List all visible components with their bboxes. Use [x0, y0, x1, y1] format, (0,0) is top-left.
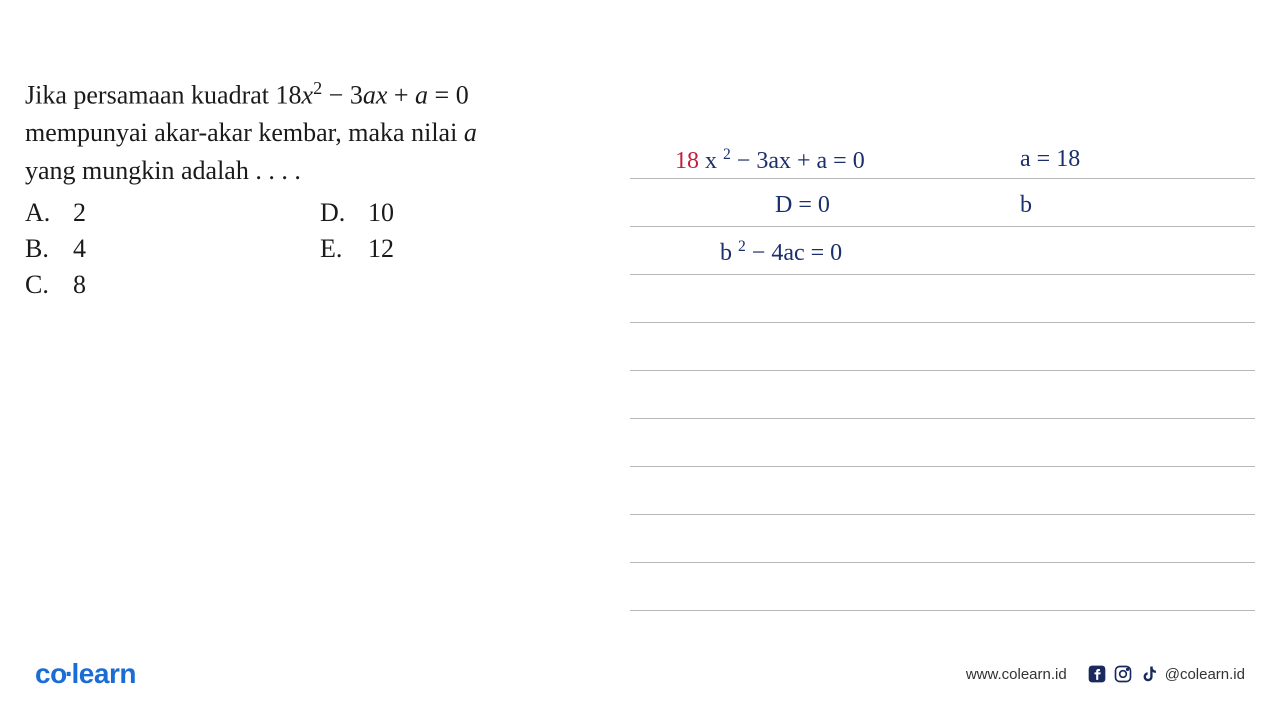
- option-c-value: 8: [73, 270, 86, 300]
- hw-a-equals-18: a = 18: [1020, 146, 1080, 173]
- option-a: A. 2: [25, 198, 310, 228]
- q-line1-mid: − 3: [322, 81, 363, 110]
- lined-paper: [630, 130, 1255, 610]
- hw-x: x: [699, 148, 723, 174]
- option-b: B. 4: [25, 234, 310, 264]
- logo-part1: co: [35, 658, 67, 689]
- q-exp-2: 2: [313, 78, 322, 98]
- option-a-value: 2: [73, 198, 86, 228]
- footer: co·learn www.colearn.id @colearn.id: [0, 658, 1280, 690]
- facebook-icon: [1087, 664, 1107, 684]
- option-b-value: 4: [73, 234, 86, 264]
- q-var-a: a: [415, 81, 428, 110]
- instagram-icon: [1113, 664, 1133, 684]
- footer-right: www.colearn.id @colearn.id: [966, 664, 1245, 684]
- q-var-ax: ax: [363, 81, 388, 110]
- q-line2-var: a: [464, 118, 477, 147]
- option-e-value: 12: [368, 234, 394, 264]
- hw-b: b: [720, 240, 738, 266]
- option-d-value: 10: [368, 198, 394, 228]
- logo-part2: learn: [72, 658, 136, 689]
- option-d-letter: D.: [320, 198, 350, 228]
- options-grid: A. 2 D. 10 B. 4 E. 12 C. 8: [25, 198, 605, 300]
- q-var-x: x: [302, 81, 314, 110]
- q-line1-prefix: Jika persamaan kuadrat 18: [25, 81, 302, 110]
- social-handle: @colearn.id: [1165, 666, 1245, 683]
- option-e: E. 12: [320, 234, 605, 264]
- hw-exp-2: 2: [723, 146, 731, 163]
- q-line2-prefix: mempunyai akar-akar kembar, maka nilai: [25, 118, 464, 147]
- option-a-letter: A.: [25, 198, 55, 228]
- colearn-logo: co·learn: [35, 658, 136, 690]
- question-panel: Jika persamaan kuadrat 18x2 − 3ax + a = …: [25, 75, 605, 300]
- option-e-letter: E.: [320, 234, 350, 264]
- hw-cont-1: − 3ax + a = 0: [731, 148, 865, 174]
- q-line3: yang mungkin adalah . . . .: [25, 156, 301, 185]
- hw-b-exp: 2: [738, 238, 746, 255]
- hw-d-equals-0: D = 0: [775, 192, 830, 219]
- tiktok-icon: [1139, 664, 1159, 684]
- social-group: @colearn.id: [1087, 664, 1245, 684]
- option-b-letter: B.: [25, 234, 55, 264]
- q-line1-mid2: +: [387, 81, 415, 110]
- q-line1-suffix: = 0: [428, 81, 469, 110]
- hw-red-18: 18: [675, 148, 699, 174]
- work-panel: 18 x 2 − 3ax + a = 0 a = 18 D = 0 b b 2 …: [630, 130, 1255, 610]
- website-url: www.colearn.id: [966, 666, 1067, 683]
- option-d: D. 10: [320, 198, 605, 228]
- option-c: C. 8: [25, 270, 310, 300]
- question-text: Jika persamaan kuadrat 18x2 − 3ax + a = …: [25, 75, 605, 190]
- hw-b-partial: b: [1020, 192, 1032, 219]
- hw-discriminant: b 2 − 4ac = 0: [720, 238, 842, 267]
- option-c-letter: C.: [25, 270, 55, 300]
- hw-4ac: − 4ac = 0: [746, 240, 842, 266]
- hw-equation-1: 18 x 2 − 3ax + a = 0: [675, 146, 865, 175]
